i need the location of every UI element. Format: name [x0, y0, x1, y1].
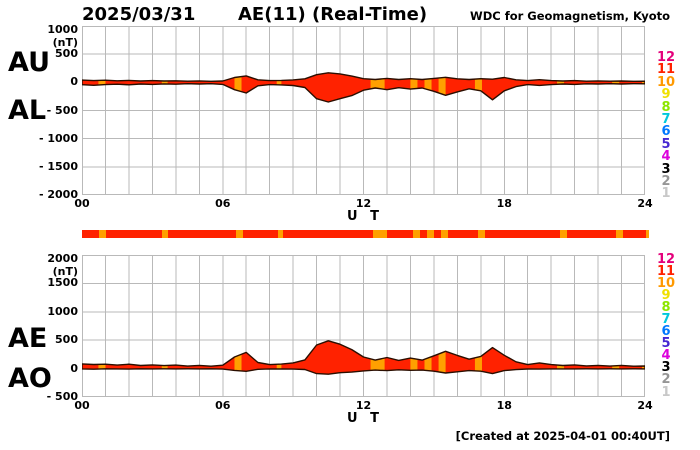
legend-count-1: 1	[661, 384, 671, 400]
x-tick-label: 06	[215, 197, 231, 210]
station-10-segment	[412, 230, 420, 238]
station-count-legend-top: 12 11 10 9 8 7 6 5 4 3 2 1	[650, 50, 682, 202]
x-axis-title-top: U T	[347, 209, 383, 224]
grid	[82, 255, 645, 397]
x-tick-label: 18	[496, 399, 512, 412]
created-timestamp: [Created at 2025-04-01 00:40UT]	[455, 429, 670, 443]
station-10-segment	[477, 230, 485, 238]
legend-count-12: 12	[656, 50, 676, 65]
plot-title: AE(11) (Real-Time)	[238, 4, 428, 25]
index-band-outline	[82, 340, 645, 375]
y-tick-label: - 1500	[38, 159, 78, 173]
legend-count-3: 3	[661, 360, 671, 376]
station-10-segment	[98, 230, 106, 238]
reduced-station-strip	[612, 340, 620, 375]
station-10-segment	[615, 230, 623, 238]
y-axis-unit: (nT)	[52, 265, 78, 278]
y-tick-label: - 500	[46, 390, 78, 403]
y-tick-label: 1000	[47, 304, 78, 318]
label-au: AU	[8, 47, 50, 78]
legend-count-8: 8	[661, 99, 671, 115]
x-tick-label: 24	[637, 197, 653, 210]
station-10-segment	[645, 230, 649, 238]
y-tick-label: - 2000	[38, 188, 78, 201]
station-10-segment	[372, 230, 387, 238]
x-tick-label: 12	[355, 197, 372, 210]
y-tick-label: 1000	[47, 23, 78, 36]
legend-count-12: 12	[656, 252, 676, 267]
reduced-station-strip	[234, 340, 242, 375]
index-band-outline	[82, 72, 645, 103]
legend-count-5: 5	[661, 136, 671, 152]
x-tick-label: 00	[74, 197, 90, 210]
reduced-station-strips	[98, 340, 645, 375]
reduced-station-strip	[234, 72, 242, 102]
legend-count-5: 5	[661, 336, 671, 352]
legend-count-11: 11	[656, 264, 676, 280]
reduced-station-strip	[424, 340, 432, 375]
x-axis-title-bottom: U T	[347, 411, 383, 426]
legend-count-2: 2	[661, 372, 671, 388]
station-10-segment	[426, 230, 434, 238]
index-band-fill	[82, 72, 645, 102]
y-tick-label: 1500	[47, 276, 78, 290]
reduced-station-strip	[557, 340, 565, 375]
reduced-station-strip	[161, 340, 168, 375]
reduced-station-strip	[276, 340, 282, 375]
legend-count-2: 2	[661, 173, 671, 189]
legend-count-10: 10	[656, 74, 676, 90]
legend-count-10: 10	[656, 276, 676, 292]
station-count-legend-bottom: 12 11 10 9 8 7 6 5 4 3 2 1	[650, 252, 682, 400]
reduced-station-strip	[370, 340, 385, 375]
reduced-station-strip	[410, 340, 418, 375]
label-ae: AE	[8, 323, 48, 354]
reduced-station-strip	[438, 340, 446, 375]
legend-count-9: 9	[661, 87, 671, 103]
reduced-station-strip	[424, 72, 432, 102]
y-tick-label: - 500	[46, 103, 78, 117]
label-al: AL	[8, 95, 47, 126]
legend-count-6: 6	[661, 124, 671, 140]
reduced-station-strip	[438, 72, 446, 102]
x-tick-label: 12	[355, 399, 372, 412]
station-count-bar	[82, 230, 649, 238]
grid	[82, 26, 645, 195]
x-tick-label: 06	[215, 399, 231, 412]
y-tick-label: 500	[55, 333, 78, 347]
legend-count-4: 4	[661, 149, 671, 165]
legend-count-11: 11	[656, 62, 676, 78]
legend-count-9: 9	[661, 288, 671, 304]
y-tick-label: 500	[55, 47, 78, 61]
station-10-segment	[235, 230, 243, 238]
source-label: WDC for Geomagnetism, Kyoto	[470, 9, 670, 23]
legend-count-3: 3	[661, 161, 671, 177]
x-tick-label: 18	[496, 197, 512, 210]
plot-date: 2025/03/31	[82, 4, 196, 25]
legend-count-6: 6	[661, 324, 671, 340]
legend-count-4: 4	[661, 348, 671, 364]
y-tick-label: 2000	[47, 252, 78, 265]
legend-count-1: 1	[661, 186, 671, 202]
legend-count-8: 8	[661, 300, 671, 316]
legend-count-7: 7	[661, 111, 671, 127]
y-tick-label: 0	[70, 75, 78, 89]
legend-count-7: 7	[661, 312, 671, 328]
station-10-segment	[441, 230, 449, 238]
station-10-segment	[278, 230, 283, 238]
station-10-segment	[560, 230, 568, 238]
reduced-station-strip	[98, 340, 106, 375]
label-ao: AO	[8, 363, 52, 394]
station-10-segment	[162, 230, 169, 238]
ae-ao-chart	[82, 255, 645, 397]
y-tick-label: 0	[70, 361, 78, 375]
x-tick-label: 00	[74, 399, 90, 412]
reduced-station-strip	[410, 72, 418, 102]
reduced-station-strip	[474, 72, 482, 102]
y-tick-label: - 1000	[38, 131, 78, 145]
y-axis-unit: (nT)	[52, 36, 78, 49]
x-tick-label: 24	[637, 399, 653, 412]
au-al-chart	[82, 26, 645, 195]
